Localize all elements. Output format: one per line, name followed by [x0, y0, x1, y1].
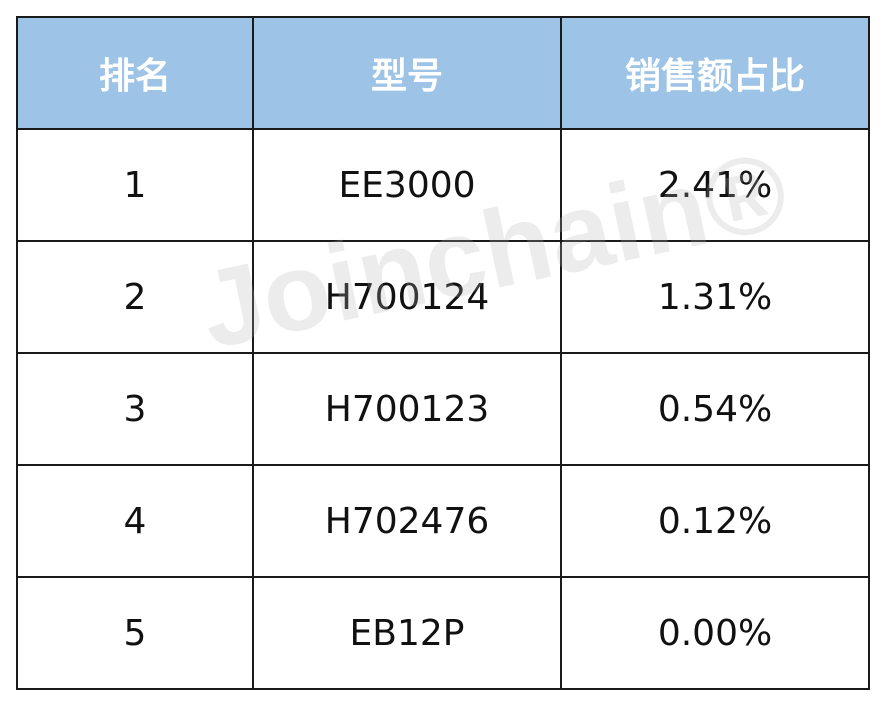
table-cell: 0.54% — [560, 352, 870, 466]
table-cell: H702476 — [252, 464, 562, 578]
table-cell: 5 — [16, 576, 254, 690]
table-cell: 4 — [16, 464, 254, 578]
table-cell: 0.00% — [560, 576, 870, 690]
table-row: 1 EE3000 2.41% — [16, 128, 870, 242]
table-cell: EB12P — [252, 576, 562, 690]
table-cell: 1 — [16, 128, 254, 242]
table-cell: H700124 — [252, 240, 562, 354]
table-header: 排名 型号 销售额占比 — [16, 16, 870, 130]
table-cell: 2.41% — [560, 128, 870, 242]
table-cell: 2 — [16, 240, 254, 354]
header-cell: 型号 — [252, 16, 562, 130]
table-row: 3 H700123 0.54% — [16, 352, 870, 466]
table-body: 1 EE3000 2.41% 2 H700124 1.31% 3 H700123 0.54% 4 H… — [16, 128, 870, 690]
table-cell: 1.31% — [560, 240, 870, 354]
table-cell: 3 — [16, 352, 254, 466]
table-row: 4 H702476 0.12% — [16, 464, 870, 578]
header-cell: 排名 — [16, 16, 254, 130]
table-cell: 0.12% — [560, 464, 870, 578]
table-row: 5 EB12P 0.00% — [16, 576, 870, 690]
sales-table: 排名 型号 销售额占比 1 EE3000 2.41% 2 H700124 1.31% 3 H700… — [16, 16, 870, 690]
header-row: 排名 型号 销售额占比 — [16, 16, 870, 130]
table-row: 2 H700124 1.31% — [16, 240, 870, 354]
header-cell: 销售额占比 — [560, 16, 870, 130]
table-cell: H700123 — [252, 352, 562, 466]
table-cell: EE3000 — [252, 128, 562, 242]
